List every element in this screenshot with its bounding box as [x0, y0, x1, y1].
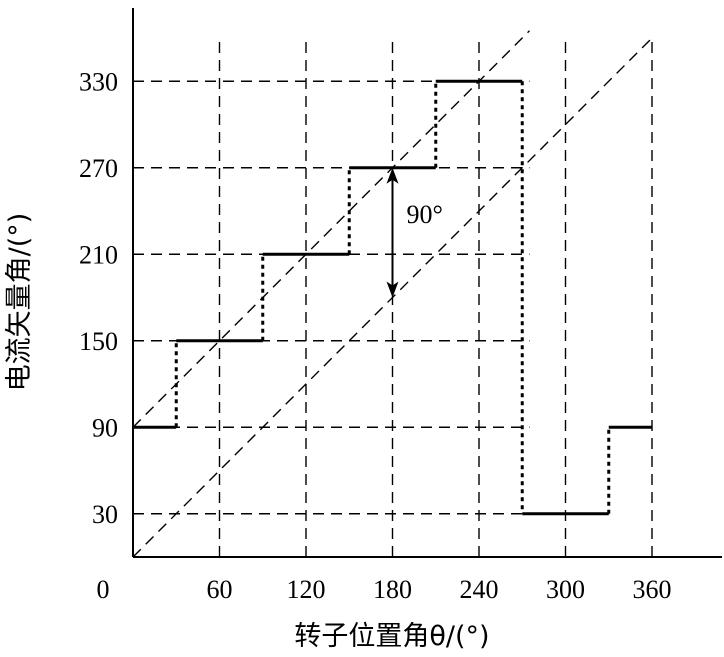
annotations: 90° — [386, 167, 443, 298]
x-tick-label-300: 300 — [546, 575, 585, 604]
annotation-label: 90° — [407, 200, 443, 229]
x-tick-label-240: 240 — [460, 575, 499, 604]
origin-label: 0 — [97, 575, 110, 604]
tick-labels: 60 120 180 240 300 360 30 90 150 210 270 330 0 — [79, 67, 672, 604]
y-tick-label-90: 90 — [92, 413, 118, 442]
diagonal-line-1 — [132, 30, 530, 428]
x-tick-label-360: 360 — [633, 575, 672, 604]
x-tick-label-180: 180 — [373, 575, 412, 604]
y-tick-label-30: 30 — [92, 500, 118, 529]
y-tick-label-150: 150 — [79, 327, 118, 356]
axes — [132, 8, 722, 558]
y-tick-label-330: 330 — [79, 67, 118, 96]
x-tick-label-60: 60 — [207, 575, 233, 604]
y-tick-label-210: 210 — [79, 240, 118, 269]
annotation-arrowhead-down — [386, 281, 399, 298]
x-axis-title: 转子位置角θ/(°) — [294, 621, 489, 652]
y-tick-label-270: 270 — [79, 154, 118, 183]
step-series — [133, 79, 652, 516]
x-tick-label-120: 120 — [287, 575, 326, 604]
y-axis-title: 电流矢量角/(°) — [4, 213, 35, 392]
annotation-arrowhead-up — [386, 167, 399, 184]
